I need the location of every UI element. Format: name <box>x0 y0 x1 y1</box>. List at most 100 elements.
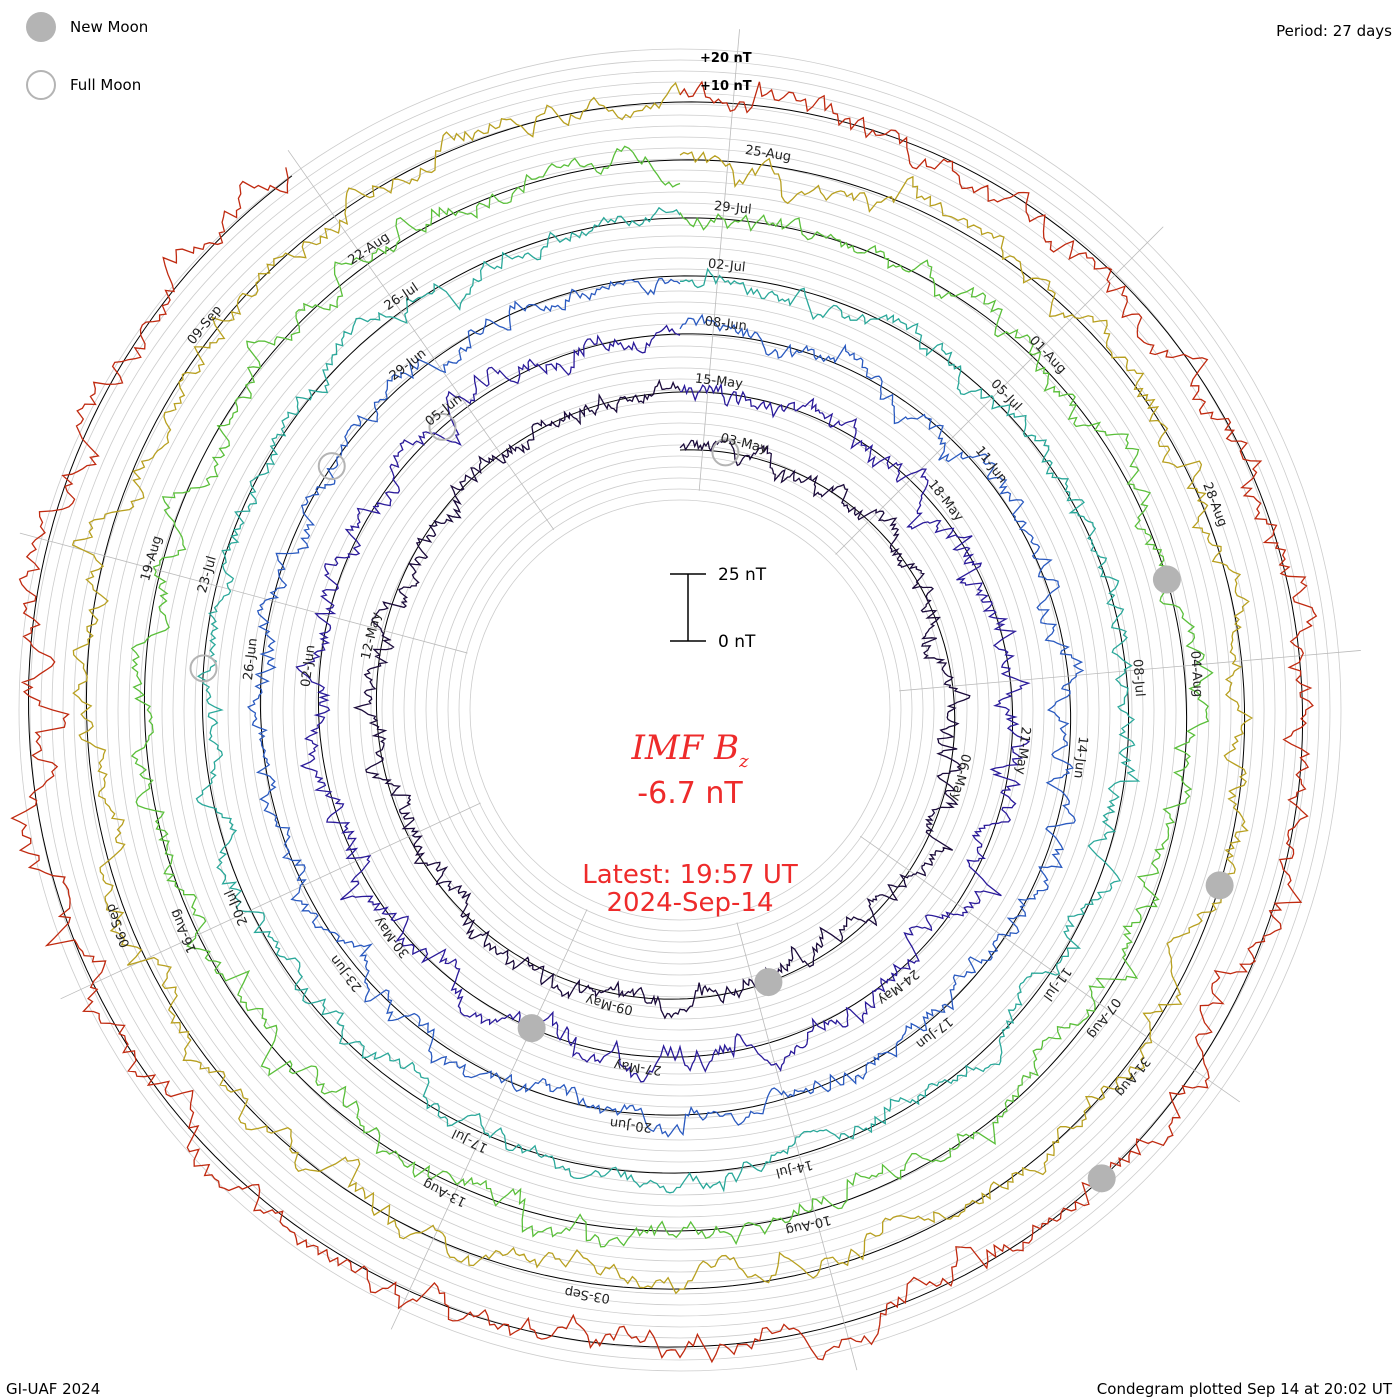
date-label: 21-May <box>1012 726 1033 776</box>
date-label: 03-Sep <box>564 1284 612 1306</box>
date-label: 08-Jul <box>1129 659 1147 698</box>
date-label: 02-Jun <box>299 644 319 688</box>
grid-ring <box>403 433 957 987</box>
grid-ring <box>469 499 891 921</box>
date-label: 12-May <box>359 611 385 662</box>
full-moon-marker <box>711 438 740 467</box>
grid-spoke <box>19 532 468 654</box>
center-title-sub: z <box>739 750 749 772</box>
grid-spoke <box>287 149 555 531</box>
grid-ring <box>315 345 1045 1075</box>
series-line-6 <box>10 80 1318 1364</box>
grid-ring <box>18 48 1342 1372</box>
grid-ring <box>458 488 902 932</box>
grid-spokes <box>19 29 1361 1371</box>
center-value: -6.7 nT <box>637 776 743 811</box>
grid-ring <box>425 455 935 965</box>
date-label: 10-Aug <box>784 1212 833 1238</box>
date-label: 08-Jun <box>704 314 748 334</box>
grid-rings <box>18 48 1342 1372</box>
grid-ring <box>150 180 1210 1240</box>
footer-credit: GI-UAF 2024 <box>6 1380 101 1398</box>
new-moon-marker <box>754 968 783 997</box>
date-label: 27-May <box>613 1057 663 1078</box>
new-moon-marker <box>1087 1164 1116 1193</box>
legend-new-moon: New Moon <box>26 12 148 42</box>
center-latest: Latest: 19:57 UT <box>582 860 798 890</box>
scale-bar-bottom-label: 0 nT <box>718 632 756 652</box>
grid-ring <box>282 312 1078 1108</box>
full-moon-marker <box>317 452 346 481</box>
date-label: 15-May <box>694 371 744 392</box>
grid-ring <box>117 147 1243 1273</box>
series-line-0 <box>352 378 971 1020</box>
grid-ring <box>227 257 1133 1163</box>
reference-level-labels: +20 nT +10 nT <box>700 51 752 94</box>
grid-ring <box>84 114 1276 1306</box>
grid-ring <box>293 323 1067 1097</box>
period-label: Period: 27 days <box>1276 22 1392 40</box>
date-label: 26-Jun <box>241 637 261 681</box>
date-label: 23-Jun <box>327 952 365 994</box>
series-line-4 <box>130 145 1214 1248</box>
data-series <box>10 80 1318 1364</box>
grid-ring <box>161 191 1199 1229</box>
grid-ring <box>436 466 924 954</box>
grid-ring <box>40 70 1320 1350</box>
grid-ring <box>348 378 1012 1042</box>
grid-ring <box>370 400 990 1020</box>
grid-ring <box>106 136 1254 1284</box>
scale-bar-top-label: 25 nT <box>718 565 767 585</box>
grid-ring <box>139 169 1221 1251</box>
grid-ring <box>128 158 1232 1262</box>
date-label: 29-Jul <box>713 199 752 218</box>
grid-ring <box>194 224 1166 1196</box>
date-label: 11-Jun <box>972 444 1010 486</box>
date-label: 02-Jul <box>707 257 746 276</box>
full-moon-marker <box>189 654 218 683</box>
new-moon-marker <box>1152 565 1181 594</box>
legend-full-moon: Full Moon <box>26 70 141 100</box>
moon-phase-markers <box>189 412 1234 1193</box>
center-title: IMF Bz <box>0 728 1380 772</box>
grid-ring <box>29 59 1331 1361</box>
grid-spoke <box>60 802 481 1000</box>
grid-ring <box>392 422 968 998</box>
zero-baseline-spiral <box>27 101 1304 1348</box>
grid-ring <box>381 411 979 1009</box>
grid-spoke <box>859 835 1241 1103</box>
date-label: 14-Jun <box>1070 736 1090 780</box>
date-label: 25-Aug <box>744 143 792 165</box>
new-moon-marker <box>1205 871 1234 900</box>
grid-ring <box>271 301 1089 1119</box>
grid-ring <box>172 202 1188 1218</box>
full-moon-marker <box>428 412 457 441</box>
date-label: 28-Aug <box>1199 480 1230 529</box>
ref-level-20-label: +20 nT <box>700 51 752 66</box>
full-moon-label: Full Moon <box>70 76 142 94</box>
series-line-5 <box>71 81 1254 1295</box>
date-label: 04-Aug <box>1187 650 1205 697</box>
grid-ring <box>205 235 1155 1185</box>
date-label: 11-Jul <box>1040 964 1074 1003</box>
series-line-1 <box>295 324 1031 1083</box>
grid-spoke <box>736 922 858 1371</box>
footer-plot-time: Condegram plotted Sep 14 at 20:02 UT <box>1096 1380 1392 1398</box>
grid-ring <box>326 356 1034 1064</box>
center-date: 2024-Sep-14 <box>606 888 774 918</box>
date-label: 19-Aug <box>138 534 165 583</box>
grid-ring <box>95 125 1265 1295</box>
grid-ring <box>260 290 1100 1130</box>
series-line-3 <box>195 206 1141 1194</box>
grid-ring <box>73 103 1287 1317</box>
new-moon-label: New Moon <box>70 18 149 36</box>
grid-ring <box>414 444 946 976</box>
scale-bar: 25 nT 0 nT <box>670 565 767 652</box>
new-moon-icon <box>26 12 56 42</box>
grid-spoke <box>390 909 588 1330</box>
date-label: 05-Jun <box>423 392 466 430</box>
date-label: 09-May <box>584 991 635 1017</box>
grid-spoke <box>698 29 740 491</box>
grid-ring <box>337 367 1023 1053</box>
